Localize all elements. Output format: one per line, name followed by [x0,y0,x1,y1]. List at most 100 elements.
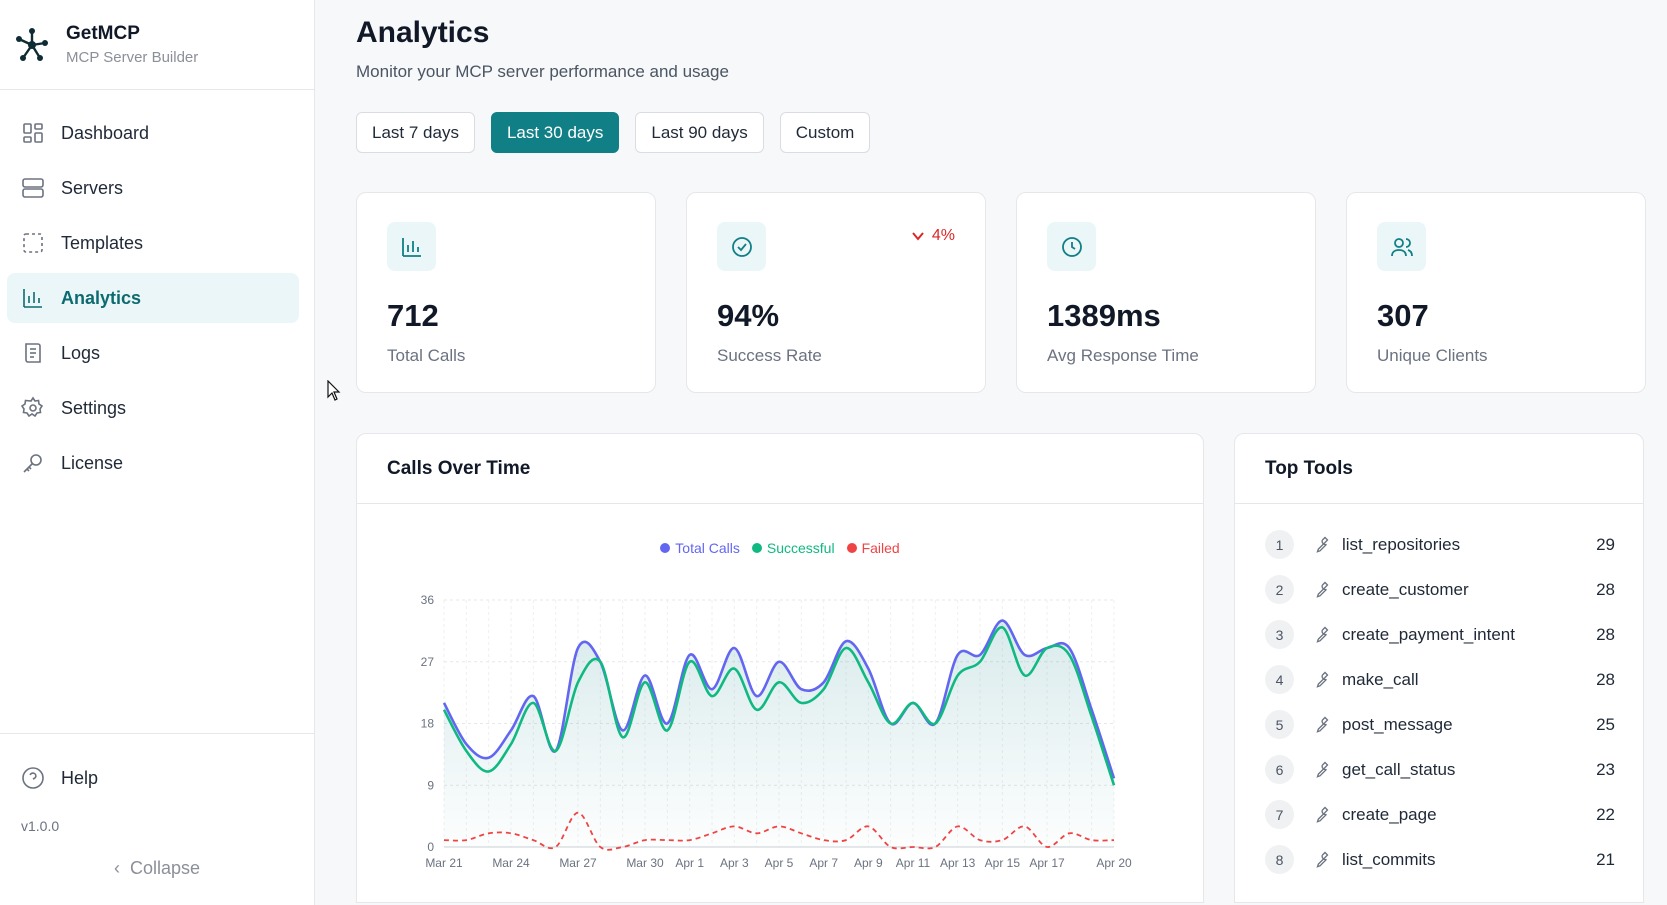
sidebar-item-logs[interactable]: Logs [7,328,299,378]
tool-name: list_commits [1342,849,1436,869]
brand-name: GetMCP [66,23,140,44]
help-link[interactable]: Help [0,766,314,790]
stats-row: 712 Total Calls 4% 94% Success Rate 1389… [356,192,1646,393]
users-icon [1390,237,1413,256]
y-tick-label: 36 [421,593,435,607]
x-tick-label: Mar 24 [492,856,530,870]
range-last-90-days-button[interactable]: Last 90 days [635,112,764,153]
x-tick-label: Apr 15 [985,856,1021,870]
sidebar-item-servers[interactable]: Servers [7,163,299,213]
sidebar-item-templates[interactable]: Templates [7,218,299,268]
sidebar-item-settings[interactable]: Settings [7,383,299,433]
tool-name: create_customer [1342,579,1469,599]
legend-item-total-calls[interactable]: Total Calls [660,540,740,556]
legend-item-successful[interactable]: Successful [751,540,835,556]
check-circle-icon [731,236,752,257]
top-tool-row[interactable]: 5 post_message 25 [1265,702,1615,747]
sidebar: GetMCP MCP Server Builder Dashboard Serv… [0,0,315,905]
tool-rank: 7 [1265,800,1294,829]
top-tool-row[interactable]: 3 create_payment_intent 28 [1265,612,1615,657]
bar-chart-icon [401,237,421,257]
mouse-cursor-icon [327,380,341,401]
tool-name: post_message [1342,714,1453,734]
x-tick-label: Mar 30 [626,856,664,870]
chevron-left-icon: ‹ [113,858,130,878]
sidebar-nav: Dashboard Servers Templates Analytics Lo… [0,90,314,488]
panel-title: Top Tools [1235,434,1643,504]
top-tool-row[interactable]: 4 make_call 28 [1265,657,1615,702]
x-tick-label: Apr 3 [720,856,749,870]
range-last-7-days-button[interactable]: Last 7 days [356,112,475,153]
dashboard-icon [23,123,43,143]
sidebar-item-label: Settings [61,397,127,418]
tool-count: 28 [1596,669,1615,689]
stat-value: 94% [717,298,780,333]
tool-rank: 1 [1265,530,1294,559]
tool-name: list_repositories [1342,534,1461,554]
bar-chart-icon [23,289,42,308]
stat-value: 307 [1377,298,1429,333]
brand-header[interactable]: GetMCP MCP Server Builder [0,0,314,90]
y-tick-label: 27 [421,655,435,669]
key-icon [23,454,42,473]
range-last-30-days-button[interactable]: Last 30 days [490,112,620,153]
tool-count: 22 [1596,804,1615,824]
series-line-successful [442,626,1116,786]
tool-count: 28 [1596,579,1615,599]
x-tick-label: Apr 5 [765,856,794,870]
x-tick-label: Apr 17 [1029,856,1065,870]
total-calls-area [444,620,1114,847]
wrench-icon [1316,716,1329,733]
top-tool-row[interactable]: 2 create_customer 28 [1265,567,1615,612]
logs-icon [25,343,41,363]
tool-name: make_call [1342,669,1419,689]
sidebar-item-dashboard[interactable]: Dashboard [7,108,299,158]
calls-over-time-panel: Calls Over Time Total Calls Successful F… [356,433,1204,903]
template-icon [23,233,43,253]
top-tools-list: 1 list_repositories 29 2 create_customer 28 3 c… [1235,504,1643,882]
top-tool-row[interactable]: 1 list_repositories 29 [1265,522,1615,567]
tool-name: create_page [1342,804,1437,824]
top-tools-panel: Top Tools 1 list_repositories 29 2 create_cu… [1234,433,1644,903]
collapse-button[interactable]: ‹ Collapse [0,858,314,879]
brand-subtitle: MCP Server Builder [66,49,199,66]
chevron-down-icon [912,232,924,241]
stat-card-success-rate: 4% 94% Success Rate [686,192,986,393]
y-tick-label: 18 [421,717,435,731]
stat-value: 1389ms [1047,298,1161,333]
legend-item-failed[interactable]: Failed [846,540,900,556]
wrench-icon [1316,626,1329,643]
help-label: Help [61,767,99,788]
tool-count: 21 [1596,849,1615,869]
sidebar-item-analytics[interactable]: Analytics [7,273,299,323]
sidebar-item-label: Templates [61,232,144,253]
chart-legend: Total Calls Successful Failed [357,540,1203,556]
tool-rank: 4 [1265,665,1294,694]
stat-label: Total Calls [387,346,466,365]
legend-label: Total Calls [675,540,740,556]
main-content: Analytics Monitor your MCP server perfor… [356,0,1646,903]
wrench-icon [1316,671,1329,688]
server-icon [22,178,44,198]
sidebar-item-license[interactable]: License [7,438,299,488]
x-tick-label: Apr 13 [940,856,976,870]
x-tick-label: Apr 9 [854,856,883,870]
panels-row: Calls Over Time Total Calls Successful F… [356,433,1646,903]
tool-count: 28 [1596,624,1615,644]
x-tick-label: Mar 27 [559,856,597,870]
stat-icon-box [1377,222,1426,271]
stat-change-badge: 4% [910,227,955,245]
top-tool-row[interactable]: 7 create_page 22 [1265,792,1615,837]
top-tool-row[interactable]: 8 list_commits 21 [1265,837,1615,882]
tool-count: 25 [1596,714,1615,734]
x-tick-label: Apr 20 [1096,856,1132,870]
stat-card-total-calls: 712 Total Calls [356,192,656,393]
stat-label: Avg Response Time [1047,346,1199,365]
top-tool-row[interactable]: 6 get_call_status 23 [1265,747,1615,792]
page-title: Analytics [356,16,490,49]
x-tick-label: Apr 11 [896,856,931,870]
range-custom-button[interactable]: Custom [779,112,871,153]
wrench-icon [1316,851,1329,868]
y-tick-label: 9 [427,778,434,792]
tool-name: create_payment_intent [1342,624,1515,644]
